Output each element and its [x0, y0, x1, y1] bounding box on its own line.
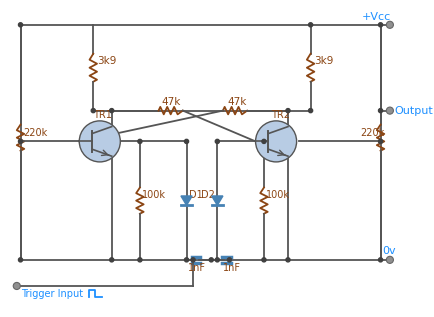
Circle shape: [386, 107, 394, 114]
Circle shape: [13, 282, 20, 289]
Circle shape: [19, 258, 23, 262]
Text: +Vcc: +Vcc: [362, 12, 391, 22]
Text: 100k: 100k: [142, 190, 166, 200]
Circle shape: [110, 258, 114, 262]
Text: 100k: 100k: [266, 190, 290, 200]
Circle shape: [286, 108, 290, 113]
Circle shape: [309, 108, 312, 113]
Text: 1nF: 1nF: [223, 263, 241, 273]
Text: Output: Output: [395, 106, 433, 116]
Circle shape: [138, 258, 142, 262]
Circle shape: [286, 258, 290, 262]
Circle shape: [138, 139, 142, 144]
Circle shape: [19, 139, 23, 144]
Circle shape: [215, 258, 219, 262]
Circle shape: [184, 258, 189, 262]
Text: D1: D1: [189, 190, 203, 200]
Circle shape: [262, 258, 266, 262]
Text: 1nF: 1nF: [188, 263, 207, 273]
Circle shape: [209, 258, 214, 262]
Circle shape: [256, 121, 296, 162]
Text: TR2: TR2: [271, 110, 290, 120]
Circle shape: [79, 121, 120, 162]
Text: 3k9: 3k9: [314, 56, 334, 66]
Circle shape: [262, 139, 266, 144]
Text: Trigger Input: Trigger Input: [21, 289, 84, 299]
Text: 3k9: 3k9: [97, 56, 116, 66]
Text: 220k: 220k: [360, 128, 384, 138]
Circle shape: [227, 258, 231, 262]
Circle shape: [19, 23, 23, 27]
Text: 220k: 220k: [23, 128, 48, 138]
Text: 47k: 47k: [161, 97, 181, 107]
Circle shape: [191, 258, 195, 262]
Text: 47k: 47k: [227, 97, 247, 107]
Polygon shape: [212, 196, 223, 205]
Circle shape: [386, 21, 394, 28]
Circle shape: [378, 258, 383, 262]
Circle shape: [386, 256, 394, 263]
Circle shape: [91, 108, 95, 113]
Circle shape: [378, 108, 383, 113]
Circle shape: [309, 23, 312, 27]
Circle shape: [110, 108, 114, 113]
Text: TR1: TR1: [93, 110, 112, 120]
Text: 0v: 0v: [382, 246, 396, 256]
Circle shape: [215, 139, 219, 144]
Text: D2: D2: [201, 190, 215, 200]
Circle shape: [378, 23, 383, 27]
Polygon shape: [181, 196, 192, 205]
Circle shape: [378, 139, 383, 144]
Circle shape: [184, 139, 189, 144]
